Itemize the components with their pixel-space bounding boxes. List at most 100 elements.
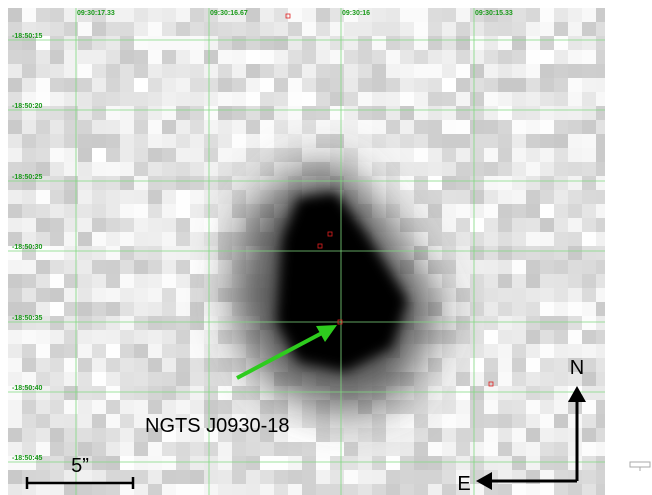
sky-pixel — [540, 36, 554, 50]
sky-pixel — [8, 204, 22, 218]
sky-pixel — [526, 148, 540, 162]
sky-pixel — [162, 246, 176, 260]
sky-pixel — [428, 274, 442, 288]
sky-pixel — [162, 204, 176, 218]
sky-pixel — [92, 176, 106, 190]
sky-pixel — [498, 400, 512, 414]
sky-pixel — [540, 22, 554, 36]
sky-pixel — [92, 22, 106, 36]
sky-pixel — [554, 442, 568, 456]
sky-pixel — [148, 470, 162, 484]
sky-pixel — [526, 78, 540, 92]
sky-pixel — [246, 484, 260, 495]
sky-pixel — [22, 204, 36, 218]
sky-pixel — [78, 288, 92, 302]
sky-pixel — [302, 64, 316, 78]
sky-pixel — [484, 456, 498, 470]
sky-pixel — [316, 22, 330, 36]
sky-pixel — [8, 260, 22, 274]
sky-pixel — [260, 484, 274, 495]
sky-pixel — [414, 134, 428, 148]
sky-pixel — [414, 358, 428, 372]
sky-pixel — [400, 400, 414, 414]
sky-pixel — [288, 148, 302, 162]
sky-pixel — [64, 36, 78, 50]
sky-pixel — [428, 260, 442, 274]
sky-pixel — [540, 162, 554, 176]
sky-pixel — [134, 442, 148, 456]
sky-pixel — [176, 274, 190, 288]
sky-pixel — [64, 8, 78, 22]
sky-pixel — [190, 92, 204, 106]
sky-pixel — [50, 400, 64, 414]
sky-pixel — [456, 22, 470, 36]
sky-pixel — [50, 372, 64, 386]
sky-pixel — [8, 36, 22, 50]
sky-pixel — [162, 400, 176, 414]
sky-pixel — [526, 176, 540, 190]
sky-pixel — [568, 428, 582, 442]
compass — [476, 386, 586, 490]
sky-pixel — [260, 120, 274, 134]
sky-pixel — [358, 484, 372, 495]
sky-pixel — [274, 120, 288, 134]
sky-pixel — [50, 260, 64, 274]
sky-pixel — [106, 302, 120, 316]
sky-pixel — [372, 148, 386, 162]
sky-pixel — [526, 484, 540, 495]
sky-pixel — [344, 162, 358, 176]
sky-pixel — [442, 78, 456, 92]
sky-pixel — [554, 204, 568, 218]
sky-pixel — [540, 64, 554, 78]
sky-pixel — [456, 162, 470, 176]
sky-pixel — [442, 134, 456, 148]
sky-pixel — [372, 190, 386, 204]
sky-pixel — [386, 120, 400, 134]
sky-pixel — [582, 470, 596, 484]
sky-pixel — [428, 246, 442, 260]
sky-pixel — [400, 176, 414, 190]
sky-pixel — [428, 358, 442, 372]
sky-pixel — [148, 260, 162, 274]
sky-pixel — [386, 92, 400, 106]
sky-pixel — [456, 78, 470, 92]
sky-pixel — [36, 414, 50, 428]
sky-pixel — [540, 232, 554, 246]
sky-pixel — [50, 92, 64, 106]
sky-pixel — [358, 456, 372, 470]
sky-pixel — [190, 176, 204, 190]
sky-pixel — [554, 78, 568, 92]
sky-pixel — [50, 204, 64, 218]
sky-pixel — [596, 456, 605, 470]
sky-pixel — [372, 36, 386, 50]
sky-pixel — [498, 358, 512, 372]
sky-pixel — [274, 148, 288, 162]
sky-pixel — [246, 50, 260, 64]
sky-pixel — [568, 204, 582, 218]
sky-pixel — [64, 274, 78, 288]
sky-pixel — [442, 484, 456, 495]
sky-pixel — [428, 414, 442, 428]
sky-pixel — [78, 8, 92, 22]
sky-pixel — [92, 106, 106, 120]
sky-pixel — [8, 120, 22, 134]
sky-pixel — [50, 386, 64, 400]
sky-pixel — [246, 106, 260, 120]
sky-pixel — [316, 106, 330, 120]
sky-pixel — [134, 64, 148, 78]
sky-pixel — [22, 246, 36, 260]
sky-pixel — [176, 456, 190, 470]
sky-pixel — [162, 218, 176, 232]
sky-pixel — [442, 274, 456, 288]
sky-pixel — [526, 260, 540, 274]
sky-pixel — [134, 8, 148, 22]
sky-pixel — [554, 162, 568, 176]
sky-pixel — [148, 358, 162, 372]
sky-pixel — [526, 204, 540, 218]
sky-pixel — [288, 22, 302, 36]
sky-pixel — [512, 428, 526, 442]
sky-pixel — [302, 22, 316, 36]
sky-pixel — [92, 50, 106, 64]
sky-pixel — [316, 484, 330, 495]
sky-pixel — [484, 414, 498, 428]
